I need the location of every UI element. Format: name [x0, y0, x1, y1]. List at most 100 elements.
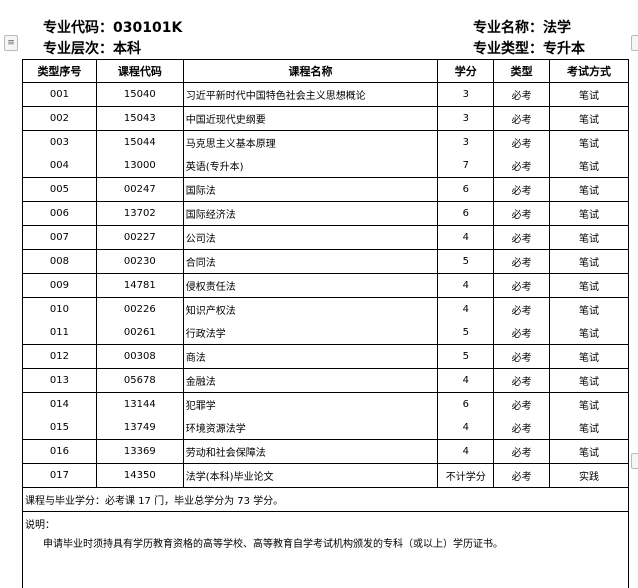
code-cell: 05678 [96, 369, 183, 393]
column-header: 考试方式 [550, 60, 629, 83]
type-cell: 必考 [494, 369, 550, 393]
credit-cell: 7 [438, 154, 494, 178]
exam-cell: 实践 [550, 464, 629, 488]
type-cell: 必考 [494, 107, 550, 131]
credit-cell: 3 [438, 131, 494, 155]
credit-cell: 4 [438, 440, 494, 464]
exam-cell: 笔试 [550, 178, 629, 202]
credit-cell: 4 [438, 274, 494, 298]
notes-cell: 说明：申请毕业时须持具有学历教育资格的高等学校、高等教育自学考试机构颁发的专科（… [23, 512, 629, 588]
seq-cell: 015 [23, 416, 97, 440]
type-cell: 必考 [494, 274, 550, 298]
seq-cell: 005 [23, 178, 97, 202]
name-cell: 习近平新时代中国特色社会主义思想概论 [183, 83, 438, 107]
name-cell: 公司法 [183, 226, 438, 250]
credit-cell: 5 [438, 250, 494, 274]
exam-cell: 笔试 [550, 321, 629, 345]
credit-cell: 4 [438, 416, 494, 440]
type-cell: 必考 [494, 250, 550, 274]
seq-cell: 012 [23, 345, 97, 369]
code-cell: 13749 [96, 416, 183, 440]
credit-cell: 不计学分 [438, 464, 494, 488]
credit-cell: 4 [438, 226, 494, 250]
column-header: 类型序号 [23, 60, 97, 83]
type-cell: 必考 [494, 154, 550, 178]
type-cell: 必考 [494, 226, 550, 250]
seq-cell: 007 [23, 226, 97, 250]
name-cell: 金融法 [183, 369, 438, 393]
name-cell: 马克思主义基本原理 [183, 131, 438, 155]
major-name: 专业名称：法学 [473, 17, 571, 37]
type-cell: 必考 [494, 416, 550, 440]
column-header: 学分 [438, 60, 494, 83]
code-cell: 13000 [96, 154, 183, 178]
code-cell: 15043 [96, 107, 183, 131]
type-cell: 必考 [494, 131, 550, 155]
exam-cell: 笔试 [550, 154, 629, 178]
code-cell: 13144 [96, 393, 183, 417]
code-cell: 00226 [96, 298, 183, 322]
major-type: 专业类型：专升本 [473, 38, 585, 58]
exam-cell: 笔试 [550, 83, 629, 107]
seq-cell: 009 [23, 274, 97, 298]
credit-cell: 6 [438, 393, 494, 417]
side-tab-icon[interactable] [631, 35, 638, 51]
exam-cell: 笔试 [550, 202, 629, 226]
name-cell: 知识产权法 [183, 298, 438, 322]
name-cell: 行政法学 [183, 321, 438, 345]
code-cell: 14350 [96, 464, 183, 488]
exam-cell: 笔试 [550, 393, 629, 417]
type-cell: 必考 [494, 178, 550, 202]
code-cell: 00227 [96, 226, 183, 250]
seq-cell: 004 [23, 154, 97, 178]
seq-cell: 001 [23, 83, 97, 107]
code-cell: 13702 [96, 202, 183, 226]
code-cell: 15040 [96, 83, 183, 107]
name-cell: 中国近现代史纲要 [183, 107, 438, 131]
notes-body: 申请毕业时须持具有学历教育资格的高等学校、高等教育自学考试机构颁发的专科（或以上… [25, 535, 626, 550]
exam-cell: 笔试 [550, 440, 629, 464]
exam-cell: 笔试 [550, 345, 629, 369]
code-cell: 00230 [96, 250, 183, 274]
seq-cell: 010 [23, 298, 97, 322]
code-cell: 00247 [96, 178, 183, 202]
exam-cell: 笔试 [550, 274, 629, 298]
name-cell: 法学(本科)毕业论文 [183, 464, 438, 488]
exam-cell: 笔试 [550, 107, 629, 131]
seq-cell: 003 [23, 131, 97, 155]
code-cell: 00308 [96, 345, 183, 369]
type-cell: 必考 [494, 321, 550, 345]
type-cell: 必考 [494, 345, 550, 369]
name-cell: 合同法 [183, 250, 438, 274]
type-cell: 必考 [494, 202, 550, 226]
name-cell: 商法 [183, 345, 438, 369]
side-tab-icon[interactable] [631, 453, 638, 469]
seq-cell: 006 [23, 202, 97, 226]
type-cell: 必考 [494, 298, 550, 322]
name-cell: 环境资源法学 [183, 416, 438, 440]
name-cell: 英语(专升本) [183, 154, 438, 178]
type-cell: 必考 [494, 83, 550, 107]
credit-cell: 4 [438, 369, 494, 393]
exam-cell: 笔试 [550, 416, 629, 440]
column-header: 课程代码 [96, 60, 183, 83]
code-cell: 13369 [96, 440, 183, 464]
major-level: 专业层次：本科 [43, 38, 141, 58]
menu-icon[interactable]: ≡ [4, 35, 18, 51]
exam-cell: 笔试 [550, 250, 629, 274]
name-cell: 犯罪学 [183, 393, 438, 417]
seq-cell: 002 [23, 107, 97, 131]
credit-cell: 6 [438, 202, 494, 226]
